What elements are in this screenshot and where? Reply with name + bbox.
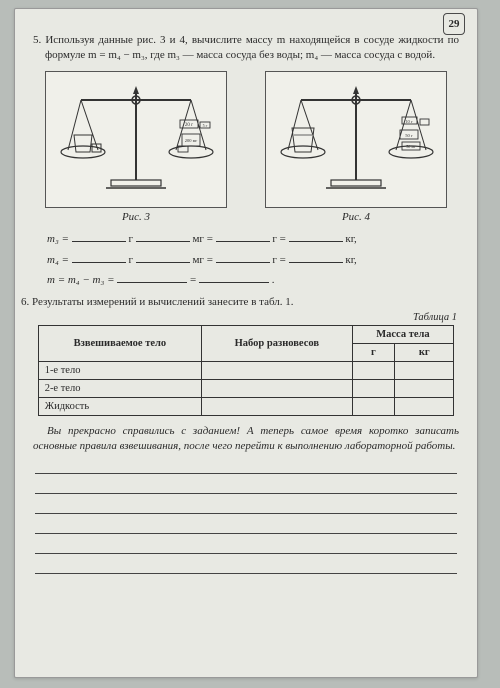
blank-input[interactable] <box>289 231 343 242</box>
blank-input[interactable] <box>216 231 270 242</box>
page-number-badge: 29 <box>443 13 465 35</box>
table-cell[interactable] <box>202 362 352 380</box>
task-6-number: 6. <box>21 296 29 308</box>
row2-label: 2-е тело <box>38 380 201 398</box>
table-caption: Таблица 1 <box>29 312 457 323</box>
m-formula-label: m = m₄ − m₃ = <box>47 274 115 286</box>
table-cell[interactable] <box>202 380 352 398</box>
figure-3-label: Рис. 3 <box>45 211 227 223</box>
table-row: 2-е тело <box>38 380 454 398</box>
svg-text:5 г: 5 г <box>203 123 208 128</box>
table-cell[interactable] <box>352 398 395 416</box>
writing-line[interactable] <box>35 477 457 494</box>
blank-input[interactable] <box>117 273 187 284</box>
blank-row-m3: m₃ = г мг = г = кг, <box>47 229 457 250</box>
congratulations-text: Вы прекрасно справились с заданием! А те… <box>33 424 459 453</box>
unit-g: г <box>128 233 133 245</box>
blank-row-m4: m₄ = г мг = г = кг, <box>47 250 457 271</box>
table-cell[interactable] <box>352 380 395 398</box>
m4-label: m₄ = <box>47 254 69 266</box>
blank-input[interactable] <box>199 273 269 284</box>
writing-line[interactable] <box>35 537 457 554</box>
results-table: Взвешиваемое тело Набор разновесов Масса… <box>38 325 455 416</box>
blank-input[interactable] <box>72 252 126 263</box>
row1-label: 1-е тело <box>38 362 201 380</box>
col-weights: Набор разновесов <box>202 326 352 362</box>
blank-input[interactable] <box>72 231 126 242</box>
writing-line[interactable] <box>35 497 457 514</box>
table-header-row: Взвешиваемое тело Набор разновесов Масса… <box>38 326 454 344</box>
unit-mg-eq: мг = <box>192 254 212 266</box>
figure-4: 10 г 50 г 50 мг Рис. 4 <box>265 71 447 223</box>
writing-lines <box>35 457 457 574</box>
figure-4-label: Рис. 4 <box>265 211 447 223</box>
task-5: 5. Используя данные рис. 3 и 4, вычислит… <box>29 33 463 63</box>
figure-4-box: 10 г 50 г 50 мг <box>265 71 447 208</box>
task-6: 6. Результаты измерений и вычислений зан… <box>29 295 463 310</box>
blank-input[interactable] <box>216 252 270 263</box>
table-cell[interactable] <box>352 362 395 380</box>
unit-g: г <box>128 254 133 266</box>
row3-label: Жидкость <box>38 398 201 416</box>
equals-sign: = <box>190 274 196 286</box>
table-row: 1-е тело <box>38 362 454 380</box>
svg-text:50 г: 50 г <box>405 133 413 138</box>
blank-input[interactable] <box>136 231 190 242</box>
m3-label: m₃ = <box>47 233 69 245</box>
blank-input[interactable] <box>136 252 190 263</box>
svg-text:20 г: 20 г <box>185 123 193 128</box>
worksheet-page: 29 5. Используя данные рис. 3 и 4, вычис… <box>14 8 478 678</box>
unit-mg-eq: мг = <box>192 233 212 245</box>
table-cell[interactable] <box>395 362 454 380</box>
col-mass-kg: кг <box>395 344 454 362</box>
svg-text:200 мг: 200 мг <box>185 138 198 143</box>
unit-g-eq: г = <box>272 233 285 245</box>
col-mass: Масса тела <box>352 326 454 344</box>
blank-input[interactable] <box>289 252 343 263</box>
table-cell[interactable] <box>395 398 454 416</box>
unit-kg: кг, <box>345 254 356 266</box>
task-6-text: Результаты измерений и вычислений занеси… <box>32 296 294 308</box>
svg-text:10 г: 10 г <box>405 119 413 124</box>
task-5-text: Используя данные рис. 3 и 4, вычислите м… <box>45 34 459 61</box>
writing-line[interactable] <box>35 557 457 574</box>
svg-text:50 мг: 50 мг <box>406 144 416 149</box>
figure-3: 20 г 5 г 200 мг Рис. 3 <box>45 71 227 223</box>
col-mass-g: г <box>352 344 395 362</box>
table-cell[interactable] <box>202 398 352 416</box>
table-row: Жидкость <box>38 398 454 416</box>
figures-row: 20 г 5 г 200 мг Рис. 3 <box>31 71 461 223</box>
col-body: Взвешиваемое тело <box>38 326 201 362</box>
task-5-number: 5. <box>33 34 41 46</box>
unit-g-eq: г = <box>272 254 285 266</box>
figure-3-box: 20 г 5 г 200 мг <box>45 71 227 208</box>
balance-scale-icon: 10 г 50 г 50 мг <box>276 80 436 200</box>
unit-kg: кг, <box>345 233 356 245</box>
table-cell[interactable] <box>395 380 454 398</box>
blank-row-m: m = m₄ − m₃ = = . <box>47 270 457 291</box>
blanks-region: m₃ = г мг = г = кг, m₄ = г мг = г = кг, … <box>47 229 457 292</box>
writing-line[interactable] <box>35 457 457 474</box>
writing-line[interactable] <box>35 517 457 534</box>
balance-scale-icon: 20 г 5 г 200 мг <box>56 80 216 200</box>
